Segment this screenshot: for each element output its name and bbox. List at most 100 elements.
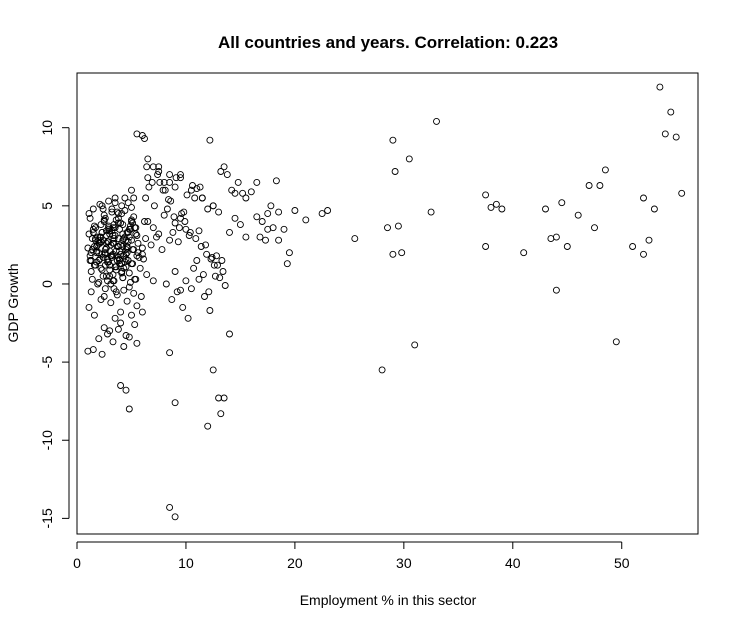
data-point [482, 191, 490, 199]
data-point [563, 243, 571, 250]
data-point [272, 177, 280, 185]
data-point [166, 171, 174, 179]
data-point [131, 224, 139, 232]
data-point [220, 394, 228, 402]
data-point [116, 247, 123, 255]
y-tick-label: 5 [39, 202, 55, 210]
data-point [138, 308, 146, 316]
data-point [122, 332, 130, 339]
data-point [215, 208, 223, 216]
data-point [124, 228, 132, 236]
data-point [487, 203, 495, 211]
data-point [134, 239, 142, 247]
data-point [149, 224, 157, 232]
data-point [275, 208, 283, 216]
data-point [205, 288, 213, 296]
data-point [206, 307, 214, 314]
data-point [98, 228, 106, 236]
data-point [204, 422, 212, 430]
data-point [210, 261, 218, 269]
data-point [111, 232, 119, 239]
data-point [93, 258, 101, 266]
data-point [159, 186, 167, 194]
data-point [104, 330, 111, 338]
data-point [96, 200, 104, 208]
x-tick-label: 50 [614, 555, 630, 571]
data-point [85, 210, 93, 218]
data-point [133, 302, 141, 310]
data-point [100, 293, 108, 300]
data-point [179, 303, 187, 311]
data-point [253, 178, 261, 186]
data-point [109, 239, 117, 247]
data-point [100, 324, 108, 332]
data-point [101, 246, 109, 254]
data-point [118, 202, 126, 210]
data-point [231, 214, 239, 222]
data-point [114, 325, 122, 333]
data-point [640, 194, 647, 202]
data-point [120, 343, 128, 350]
data-point [160, 211, 168, 219]
data-point [193, 257, 201, 264]
data-point [178, 210, 186, 218]
data-point [207, 255, 215, 263]
data-point [86, 214, 94, 222]
data-point [90, 311, 98, 319]
data-point [166, 236, 174, 244]
data-point [133, 339, 141, 347]
data-point [154, 171, 162, 179]
data-points [84, 83, 686, 521]
data-point [130, 246, 138, 254]
data-point [520, 249, 528, 257]
data-point [197, 243, 205, 250]
data-point [122, 386, 130, 394]
data-point [175, 224, 183, 232]
data-point [171, 183, 179, 191]
data-point [547, 235, 555, 243]
data-point [111, 199, 119, 207]
data-point [84, 244, 92, 252]
data-point [108, 252, 116, 260]
y-tick-label: 10 [39, 120, 55, 136]
data-point [155, 163, 163, 171]
data-point [629, 243, 637, 250]
data-point [95, 249, 103, 257]
data-point [552, 233, 560, 241]
data-point [102, 244, 110, 252]
data-point [302, 216, 310, 224]
data-point [196, 183, 204, 191]
x-axis-label: Employment % in this sector [300, 592, 477, 608]
data-point [215, 394, 223, 402]
data-point [95, 257, 103, 264]
data-point [482, 243, 490, 250]
data-point [177, 174, 184, 182]
data-point [411, 341, 419, 349]
data-point [109, 338, 117, 346]
data-point [661, 130, 669, 138]
data-point [160, 178, 168, 186]
data-point [324, 207, 332, 214]
y-tick-label: -10 [39, 430, 55, 450]
data-point [144, 218, 152, 225]
data-point [125, 233, 133, 241]
data-point [378, 366, 386, 374]
data-point [142, 235, 150, 243]
data-point [117, 308, 125, 316]
data-point [384, 224, 391, 232]
data-point [191, 194, 199, 202]
x-tick-label: 30 [396, 555, 412, 571]
data-point [143, 163, 151, 171]
data-point [280, 225, 288, 233]
data-point [214, 261, 221, 269]
data-point [107, 299, 115, 307]
data-point [253, 213, 261, 221]
data-point [318, 210, 326, 218]
data-point [180, 208, 188, 216]
data-point [187, 285, 195, 293]
data-point [105, 238, 113, 246]
data-point [128, 216, 135, 224]
data-point [119, 236, 127, 244]
data-point [558, 199, 566, 207]
data-point [242, 194, 250, 202]
